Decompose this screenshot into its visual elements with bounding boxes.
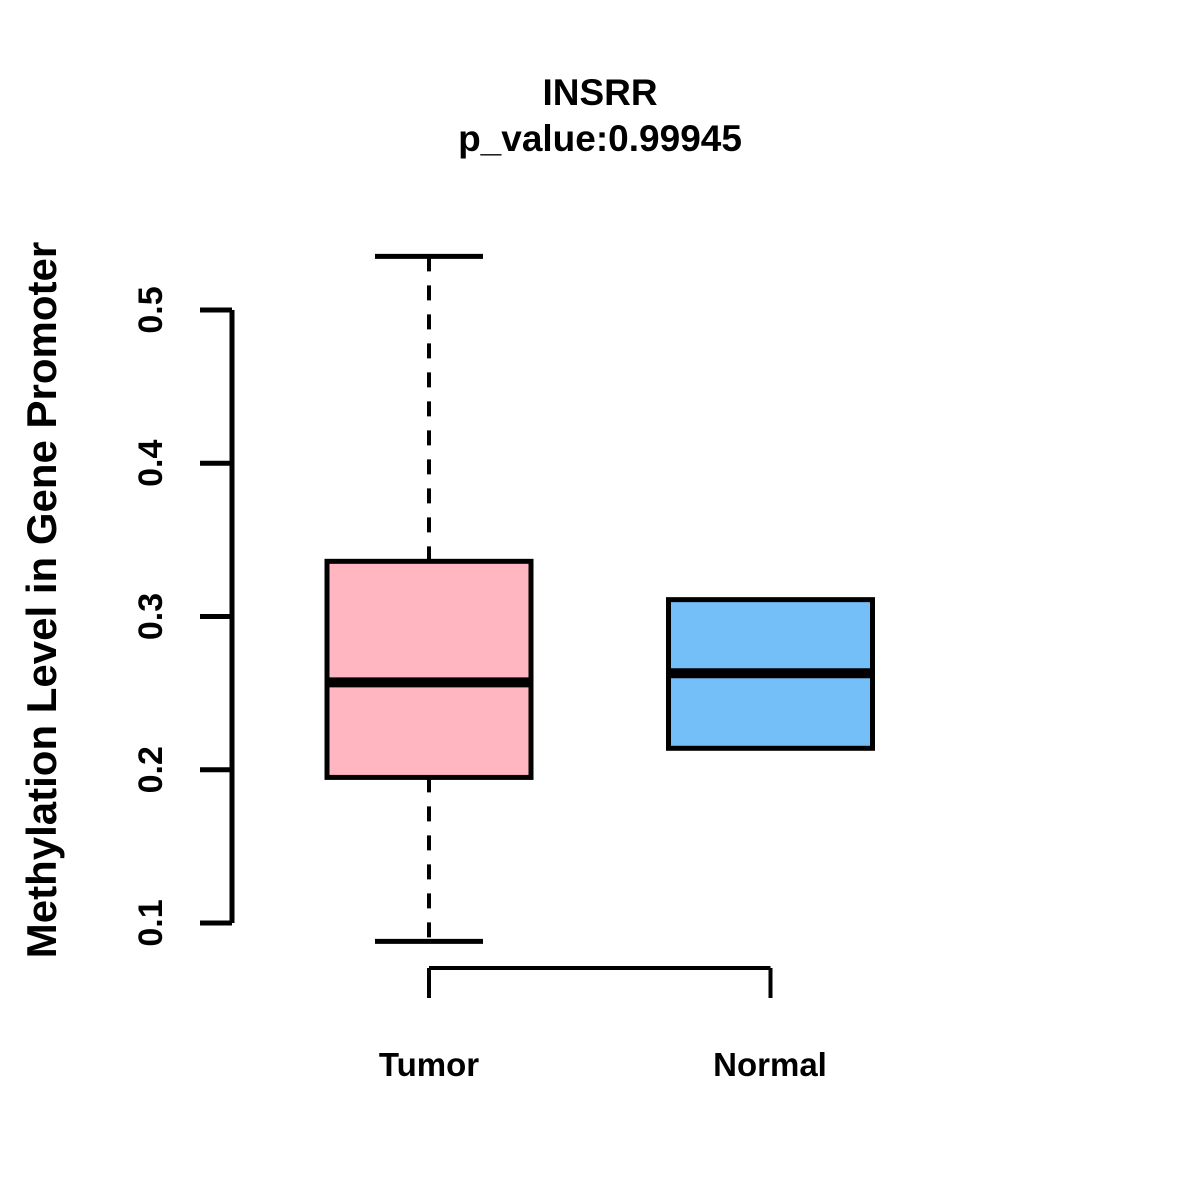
x-tick-label-normal: Normal [713,1046,827,1083]
chart-subtitle: p_value:0.99945 [458,118,742,159]
y-tick-label: 0.5 [132,286,170,333]
y-axis-title: Methylation Level in Gene Promoter [18,241,65,959]
title-block: INSRR p_value:0.99945 [0,70,1200,162]
y-tick-label: 0.1 [132,899,170,946]
box-tumor [324,558,534,780]
y-tick-label: 0.3 [132,593,170,640]
y-tick-label: 0.4 [132,440,170,487]
chart-title: INSRR [542,72,658,113]
y-tick-label: 0.2 [132,746,170,793]
x-tick-label-tumor: Tumor [378,1046,480,1083]
